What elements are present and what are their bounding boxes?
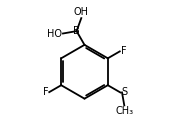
- Text: B: B: [73, 26, 80, 36]
- Text: F: F: [121, 46, 126, 56]
- Text: OH: OH: [74, 7, 89, 17]
- Text: S: S: [121, 87, 127, 97]
- Text: F: F: [43, 87, 48, 97]
- Text: CH₃: CH₃: [115, 106, 133, 116]
- Text: HO: HO: [47, 29, 62, 39]
